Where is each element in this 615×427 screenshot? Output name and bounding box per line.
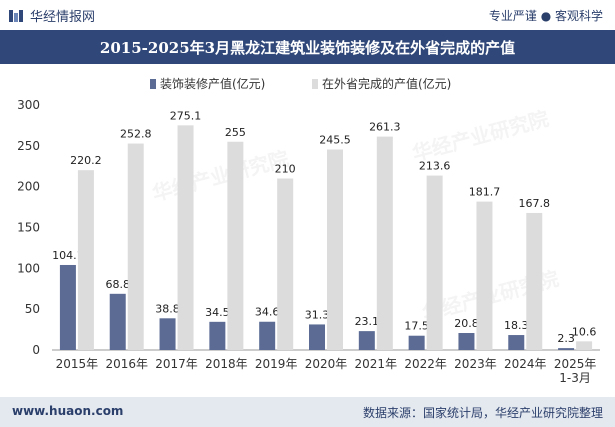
bar-decoration <box>558 348 575 350</box>
data-label: 104.1 <box>52 249 84 262</box>
data-label: 2.3 <box>557 332 575 345</box>
x-tick-label: 2019年 <box>255 357 298 371</box>
data-label: 261.3 <box>369 121 401 134</box>
website-link[interactable]: www.huaon.com <box>12 404 124 418</box>
bar-out-of-province <box>177 125 194 351</box>
data-label: 213.6 <box>419 160 451 173</box>
bar-decoration <box>358 331 375 350</box>
data-label: 38.8 <box>155 302 180 315</box>
data-label: 68.8 <box>105 278 130 291</box>
bar-out-of-province <box>526 212 543 350</box>
x-tick-label: 2024年 <box>504 357 547 371</box>
bar-decoration <box>458 333 475 350</box>
slogan: 专业严谨 ● 客观科学 <box>488 9 603 23</box>
x-tick-label: 2016年 <box>105 357 148 371</box>
data-label: 210 <box>275 163 296 176</box>
bar-decoration <box>59 264 76 350</box>
y-tick-label: 50 <box>25 302 40 316</box>
data-label: 275.1 <box>170 109 202 122</box>
x-tick-label: 2022年 <box>404 357 447 371</box>
footer: www.huaon.com 数据来源：国家统计局，华经产业研究院整理 <box>0 397 615 427</box>
bar-chart: 装饰装修产值(亿元) 在外省完成的产值(亿元) 0 50 100 150 200 250 300… <box>17 76 600 385</box>
y-tick-label: 100 <box>17 261 40 275</box>
data-label: 20.8 <box>454 317 479 330</box>
x-tick-label: 2020年 <box>305 357 348 371</box>
brand-logo[interactable]: 华经情报网 <box>8 6 95 25</box>
top-bar: 华经情报网 专业严谨 ● 客观科学 <box>0 0 615 28</box>
title-bar: 2015-2025年3月黑龙江建筑业装饰装修及在外省完成的产值 <box>0 30 615 64</box>
data-label: 17.5 <box>404 320 429 333</box>
y-tick-label: 150 <box>17 221 40 235</box>
huajing-logo-icon <box>9 9 23 22</box>
y-tick-label: 300 <box>17 98 40 112</box>
bar-out-of-province <box>376 136 393 350</box>
data-label: 34.6 <box>255 306 280 319</box>
data-label: 255 <box>225 126 246 139</box>
bar-out-of-province <box>77 170 94 350</box>
y-tick-label: 250 <box>17 139 40 153</box>
data-source: 数据来源：国家统计局，华经产业研究院整理 <box>362 406 603 420</box>
y-tick-label: 200 <box>17 180 40 194</box>
data-label: 18.3 <box>504 319 529 332</box>
data-label: 31.3 <box>305 308 330 321</box>
x-tick-label: 2018年 <box>205 357 248 371</box>
bar-out-of-province <box>426 175 443 350</box>
bar-out-of-province <box>476 201 493 350</box>
bar-out-of-province <box>227 141 244 350</box>
y-tick-label: 0 <box>32 343 40 357</box>
data-label: 23.1 <box>355 315 380 328</box>
legend-label: 在外省完成的产值(亿元) <box>322 76 451 91</box>
x-tick-label: 2025年 <box>554 357 597 371</box>
x-tick-label: 2021年 <box>355 357 398 371</box>
bar-decoration <box>309 324 325 350</box>
legend-swatch <box>312 79 318 89</box>
legend-label: 装饰装修产值(亿元) <box>160 76 265 91</box>
bar-out-of-province <box>327 149 343 350</box>
bar-decoration <box>159 318 176 350</box>
bar-out-of-province <box>576 341 593 350</box>
bar-decoration <box>259 321 276 350</box>
x-tick-label: 2023年 <box>454 357 497 371</box>
bar-decoration <box>408 335 425 350</box>
data-label: 252.8 <box>120 128 152 141</box>
data-label: 181.7 <box>469 186 501 199</box>
data-label: 34.5 <box>205 306 230 319</box>
bar-decoration <box>109 293 126 350</box>
data-label: 167.8 <box>519 197 551 210</box>
bar-decoration <box>209 321 226 350</box>
brand-name: 华经情报网 <box>30 10 96 25</box>
x-tick-label: 2015年 <box>56 357 99 371</box>
x-tick-label: 2017年 <box>155 357 198 371</box>
x-tick-label: 1-3月 <box>559 371 591 385</box>
bar-out-of-province <box>277 178 294 350</box>
chart-title: 2015-2025年3月黑龙江建筑业装饰装修及在外省完成的产值 <box>99 38 516 57</box>
data-label: 10.6 <box>572 325 597 338</box>
bar-decoration <box>508 335 525 350</box>
legend-swatch <box>150 79 156 89</box>
data-label: 220.2 <box>70 154 102 167</box>
bar-out-of-province <box>127 143 144 350</box>
data-label: 245.5 <box>319 134 351 147</box>
